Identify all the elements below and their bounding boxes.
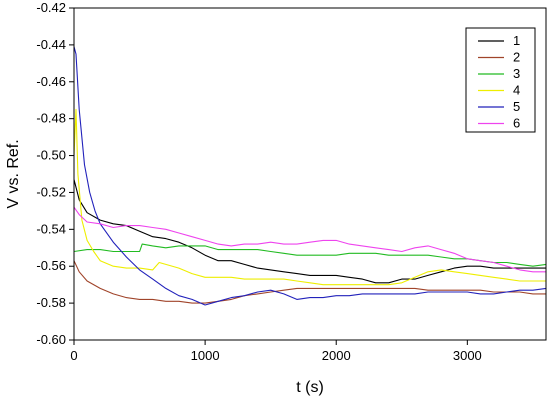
y-tick-label: -0.52 [36,184,66,199]
legend-label-4: 4 [513,83,520,98]
y-tick-label: -0.54 [36,221,66,236]
y-tick-label: -0.44 [36,37,66,52]
x-axis-title: t (s) [296,379,324,396]
x-tick-label: 2000 [322,348,351,363]
series-line-3 [73,243,547,267]
y-tick-label: -0.56 [36,258,66,273]
legend-label-2: 2 [513,50,520,65]
x-tick-label: 1000 [191,348,220,363]
x-tick-label: 3000 [453,348,482,363]
series-line-5 [73,46,547,306]
legend-label-6: 6 [513,116,520,131]
plot-frame [73,7,547,341]
series-line-6 [73,206,546,273]
x-axis: 0 1000 2000 3000 [70,340,482,363]
y-tick-label: -0.58 [36,295,66,310]
y-tick-label: -0.50 [36,148,66,163]
legend-label-3: 3 [513,66,520,81]
legend-label-1: 1 [513,33,520,48]
legend-label-5: 5 [513,99,520,114]
series-layer [73,46,547,306]
series-line-4 [73,108,546,286]
y-tick-label: -0.46 [36,74,66,89]
legend-box [465,27,536,133]
series-line-2 [73,260,546,304]
series-line-1 [73,179,546,284]
y-tick-label: -0.60 [36,332,66,347]
y-tick-label: -0.48 [36,111,66,126]
y-axis-title: V vs. Ref. [5,139,22,208]
x-tick-label: 0 [70,348,77,363]
y-axis: -0.42 -0.44 -0.46 -0.48 -0.50 -0.52 -0.54 -0.56… [36,0,74,347]
legend: 1 23 45 6 [465,27,536,133]
y-tick-label: -0.42 [36,0,66,15]
